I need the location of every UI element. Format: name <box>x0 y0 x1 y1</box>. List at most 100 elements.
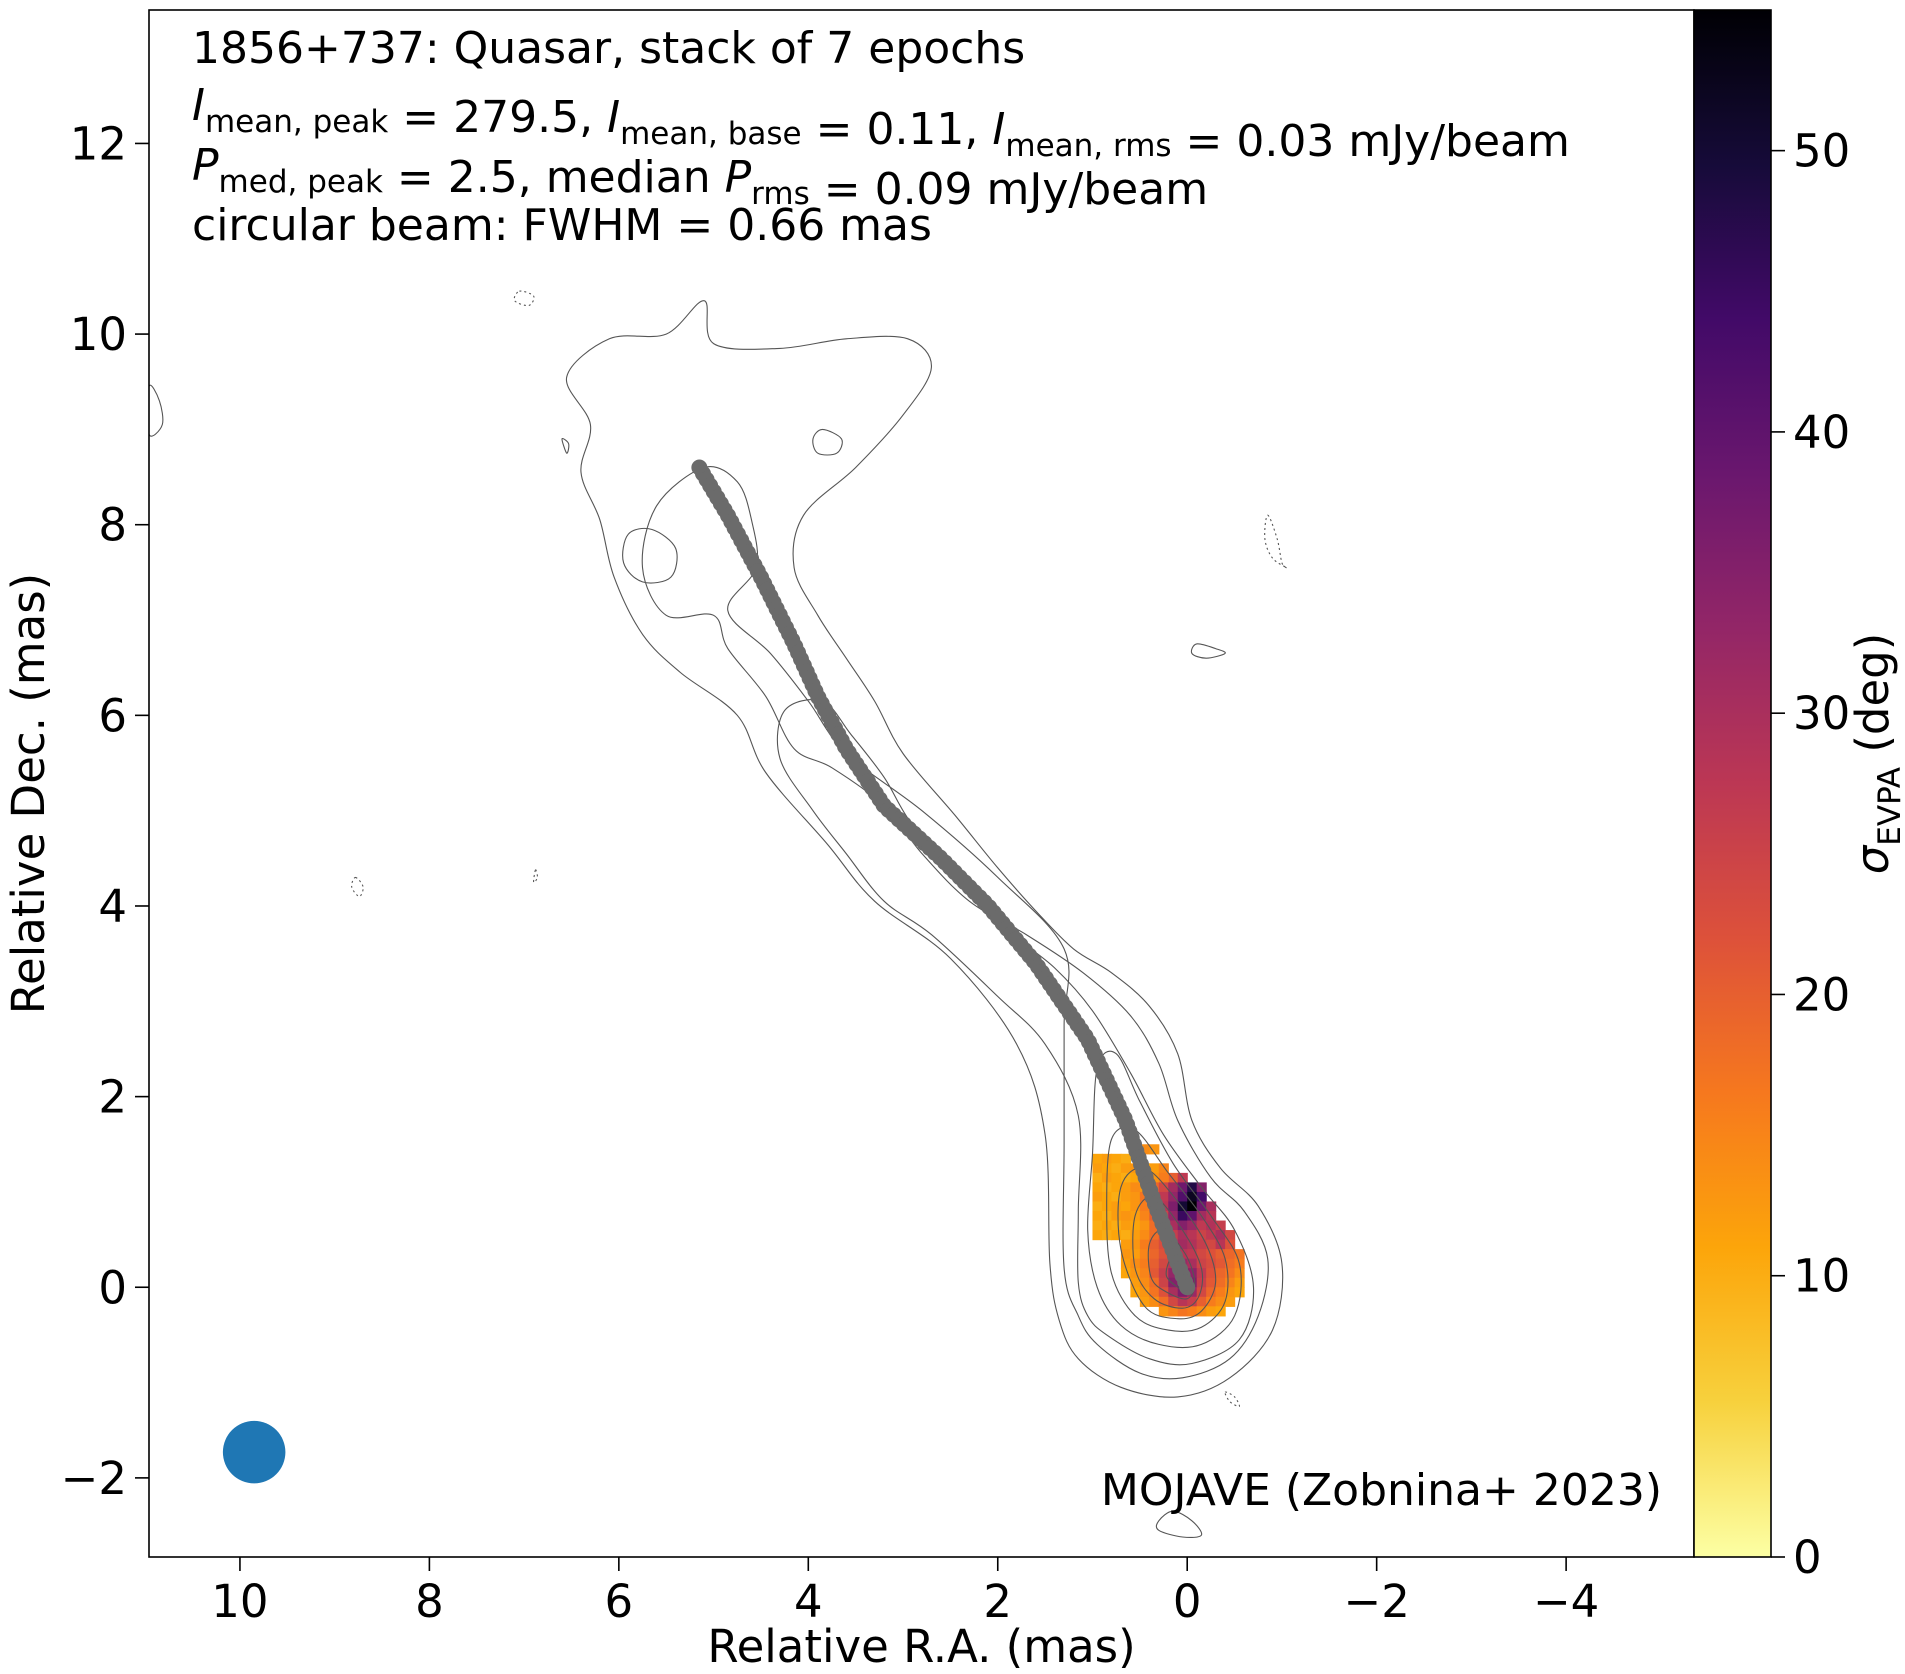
y-tick-label: −2 <box>61 1452 127 1505</box>
evpa-pixel <box>1215 1230 1226 1241</box>
y-tick-label: 6 <box>98 689 127 742</box>
evpa-pixel <box>1139 1249 1150 1260</box>
x-tick-label: −2 <box>1343 1575 1409 1628</box>
colorbar-tick-label: 30 <box>1793 687 1850 740</box>
evpa-pixel <box>1168 1287 1179 1298</box>
evpa-pixel <box>1111 1153 1122 1164</box>
evpa-pixel <box>1168 1306 1179 1317</box>
evpa-pixel <box>1158 1163 1169 1174</box>
evpa-pixel <box>1139 1210 1150 1222</box>
evpa-pixel <box>1187 1182 1198 1193</box>
colorbar-tick-label: 20 <box>1793 968 1850 1021</box>
ridge-point <box>1179 1279 1196 1296</box>
evpa-pixel <box>1120 1182 1131 1193</box>
evpa-pixel <box>1206 1287 1217 1298</box>
evpa-pixel <box>1139 1144 1150 1155</box>
annotation-title: 1856+737: Quasar, stack of 7 epochs <box>192 23 1025 74</box>
evpa-pixel <box>1158 1296 1169 1307</box>
evpa-pixel <box>1215 1258 1226 1269</box>
evpa-pixel <box>1092 1191 1103 1203</box>
evpa-pixel <box>1196 1296 1207 1307</box>
evpa-pixel <box>1158 1258 1169 1269</box>
evpa-pixel <box>1177 1239 1188 1250</box>
evpa-pixel <box>1149 1239 1160 1250</box>
evpa-pixel <box>1120 1239 1131 1250</box>
evpa-pixel <box>1149 1220 1160 1231</box>
evpa-pixel <box>1187 1220 1198 1231</box>
evpa-pixel <box>1139 1268 1150 1279</box>
evpa-pixel <box>1120 1268 1131 1279</box>
evpa-pixel <box>1177 1182 1188 1193</box>
evpa-pixel <box>1149 1144 1160 1155</box>
evpa-pixel <box>1168 1182 1179 1193</box>
evpa-pixel <box>1168 1172 1179 1184</box>
evpa-pixel <box>1177 1230 1188 1241</box>
evpa-pixel <box>1111 1230 1122 1241</box>
evpa-pixel <box>1111 1163 1122 1174</box>
evpa-pixel <box>1177 1220 1188 1231</box>
annotation-beam: circular beam: FWHM = 0.66 mas <box>192 200 932 251</box>
x-tick-label: 6 <box>605 1575 634 1628</box>
evpa-pixel <box>1225 1268 1236 1279</box>
evpa-pixel <box>1092 1230 1103 1241</box>
evpa-pixel <box>1177 1296 1188 1307</box>
evpa-pixel <box>1215 1249 1226 1260</box>
evpa-pixel <box>1130 1249 1141 1260</box>
negative-contour <box>1224 1391 1240 1408</box>
evpa-pixel <box>1225 1277 1236 1288</box>
evpa-pixel <box>1130 1277 1141 1288</box>
evpa-pixel <box>1130 1191 1141 1203</box>
colorbar: 0 10 20 30 40 50 σEVPA (deg) <box>1693 9 1905 1584</box>
contour <box>149 384 164 437</box>
evpa-pixel <box>1196 1191 1207 1203</box>
evpa-pixel <box>1206 1230 1217 1241</box>
evpa-pixel <box>1120 1163 1131 1174</box>
evpa-pixel <box>1158 1277 1169 1288</box>
evpa-pixel <box>1196 1249 1207 1260</box>
evpa-pixel <box>1158 1306 1169 1317</box>
evpa-pixel <box>1177 1306 1188 1317</box>
evpa-pixel <box>1092 1201 1103 1212</box>
evpa-pixel <box>1130 1201 1141 1212</box>
evpa-pixel <box>1225 1239 1236 1250</box>
contour <box>776 699 1255 1366</box>
evpa-pixel <box>1187 1230 1198 1241</box>
contour <box>1132 1195 1204 1309</box>
evpa-pixel <box>1196 1258 1207 1269</box>
evpa-pixel <box>1158 1182 1169 1193</box>
contour <box>1155 1510 1203 1539</box>
evpa-pixel <box>1234 1277 1245 1288</box>
evpa-pixel <box>1101 1153 1113 1164</box>
evpa-pixel <box>1187 1258 1198 1269</box>
colorbar-gradient <box>1693 9 1772 1558</box>
evpa-pixel <box>1168 1296 1179 1307</box>
evpa-pixel <box>1149 1296 1160 1307</box>
evpa-pixel <box>1177 1191 1188 1203</box>
evpa-pixel <box>1215 1220 1226 1231</box>
evpa-pixel <box>1092 1220 1103 1231</box>
evpa-pixel <box>1215 1296 1226 1307</box>
evpa-pixel <box>1092 1163 1103 1174</box>
evpa-pixel <box>1139 1258 1150 1269</box>
evpa-pixel <box>1139 1287 1150 1298</box>
annotation-intensity: Imean, peak = 279.5, Imean, base = 0.11,… <box>192 80 1570 167</box>
y-tick-label: 0 <box>98 1261 127 1314</box>
colorbar-tick-label: 50 <box>1793 125 1850 178</box>
y-tick-label: 10 <box>70 308 127 361</box>
evpa-pixel <box>1206 1306 1217 1317</box>
annotation-polarization: Pmed, peak = 2.5, median Prms = 0.09 mJy… <box>192 140 1208 215</box>
evpa-pixel <box>1187 1191 1198 1203</box>
evpa-pixel <box>1111 1201 1122 1212</box>
evpa-pixel <box>1158 1268 1169 1279</box>
evpa-pixel <box>1215 1287 1226 1298</box>
evpa-pixel <box>1206 1249 1217 1260</box>
evpa-pixel <box>1149 1172 1160 1184</box>
evpa-pixel <box>1111 1182 1122 1193</box>
evpa-pixel <box>1139 1220 1150 1231</box>
evpa-pixel <box>1234 1268 1245 1279</box>
contour <box>812 428 843 456</box>
evpa-pixel <box>1225 1296 1236 1307</box>
evpa-pixel <box>1149 1268 1160 1279</box>
evpa-pixel <box>1187 1201 1198 1212</box>
evpa-pixel <box>1120 1172 1131 1184</box>
